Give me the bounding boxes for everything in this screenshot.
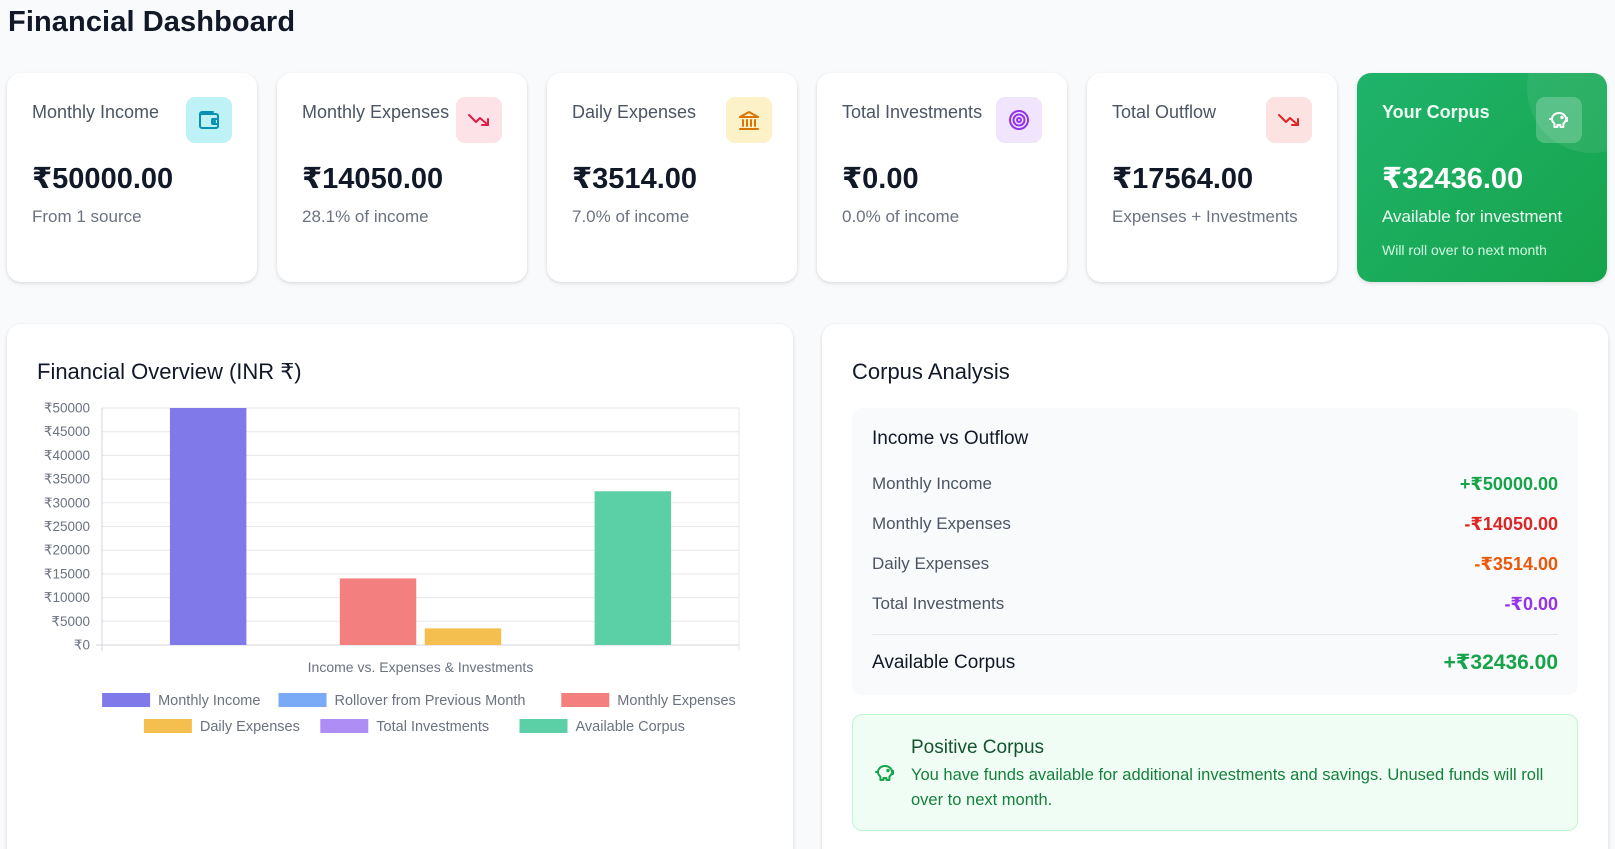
card-monthly-expenses: Monthly Expenses ₹14050.00 28.1% of inco…: [277, 73, 527, 282]
row-value: -₹0.00: [1504, 593, 1558, 614]
card-value: ₹50000.00: [32, 163, 174, 195]
breakdown-title: Income vs Outflow: [872, 428, 1029, 449]
financial-overview-chart: ₹0 ₹5000 ₹10000 ₹15000 ₹20000 ₹25000 ₹30000 ₹35…: [44, 401, 740, 735]
trending-down-icon: [1266, 97, 1312, 143]
notice-text: You have funds available for additional …: [911, 766, 1544, 809]
card-subtext: 7.0% of income: [572, 207, 690, 226]
row-label: Daily Expenses: [872, 554, 990, 573]
card-value: ₹3514.00: [572, 163, 698, 195]
legend-swatch: [519, 719, 568, 733]
panel-title: Financial Overview (INR ₹): [37, 359, 302, 384]
y-tick-label: ₹45000: [44, 424, 90, 439]
page-title: Financial Dashboard: [8, 6, 296, 38]
y-tick-label: ₹5000: [51, 614, 90, 629]
row-value: -₹14050.00: [1464, 513, 1558, 534]
card-label: Daily Expenses: [572, 102, 697, 122]
row-value: -₹3514.00: [1474, 553, 1558, 574]
bank-icon: [726, 97, 772, 143]
card-value: ₹17564.00: [1112, 163, 1254, 195]
card-label: Monthly Income: [32, 102, 160, 122]
y-tick-label: ₹0: [74, 638, 90, 653]
y-tick-label: ₹20000: [44, 543, 90, 558]
breakdown-row-monthly-income: Monthly Income +₹50000.00: [872, 464, 1558, 504]
card-label: Your Corpus: [1382, 102, 1490, 122]
card-daily-expenses: Daily Expenses ₹3514.00 7.0% of income: [547, 73, 797, 282]
legend-label: Monthly Income: [158, 693, 260, 709]
legend-label: Total Investments: [376, 719, 489, 735]
row-label: Total Investments: [872, 594, 1005, 613]
wallet-icon: [186, 97, 232, 143]
bar-available-corpus: [594, 491, 672, 645]
y-tick-label: ₹50000: [44, 401, 90, 416]
card-label: Monthly Expenses: [302, 102, 450, 122]
row-label: Available Corpus: [872, 651, 1016, 673]
legend-swatch: [320, 719, 369, 733]
trending-down-icon: [456, 97, 502, 143]
target-icon: [996, 97, 1042, 143]
bar-monthly-expenses: [339, 578, 417, 645]
x-axis-label: Income vs. Expenses & Investments: [308, 659, 534, 675]
panel-title: Corpus Analysis: [852, 359, 1010, 384]
card-total-investments: Total Investments ₹0.00 0.0% of income: [817, 73, 1067, 282]
corpus-analysis-panel: Corpus Analysis Income vs Outflow Monthl…: [822, 324, 1608, 849]
row-value: +₹32436.00: [1443, 651, 1558, 674]
legend-swatch: [278, 693, 327, 707]
financial-overview-panel: Financial Overview (INR ₹) ₹0 ₹5000 ₹10000…: [7, 324, 793, 849]
notice-title: Positive Corpus: [911, 737, 1045, 758]
bar-monthly-income: [169, 408, 247, 645]
y-tick-label: ₹15000: [44, 566, 90, 581]
card-value: ₹32436.00: [1382, 163, 1524, 195]
row-value: +₹50000.00: [1459, 473, 1558, 494]
y-tick-label: ₹10000: [44, 590, 90, 605]
row-label: Monthly Income: [872, 474, 992, 493]
piggy-bank-icon: [1536, 97, 1582, 143]
card-subtext: Expenses + Investments: [1112, 207, 1298, 226]
legend-swatch: [561, 693, 610, 707]
row-label: Monthly Expenses: [872, 514, 1011, 533]
legend-swatch: [102, 693, 151, 707]
y-tick-label: ₹30000: [44, 495, 90, 510]
y-tick-label: ₹40000: [44, 448, 90, 463]
card-note: Will roll over to next month: [1382, 242, 1547, 258]
breakdown-row-total-investments: Total Investments -₹0.00: [872, 584, 1558, 624]
income-outflow-breakdown: Income vs Outflow Monthly Income +₹50000…: [852, 408, 1578, 695]
card-value: ₹0.00: [842, 163, 919, 195]
breakdown-row-available-corpus: Available Corpus +₹32436.00: [872, 634, 1558, 690]
legend-label: Available Corpus: [576, 719, 685, 735]
y-tick-label: ₹25000: [44, 519, 90, 534]
summary-cards: Monthly Income ₹50000.00 From 1 source M…: [7, 73, 1607, 282]
card-your-corpus: Your Corpus ₹32436.00 Available for inve…: [1357, 73, 1607, 282]
card-subtext: 0.0% of income: [842, 207, 960, 226]
piggy-bank-icon: [873, 761, 897, 790]
bar-daily-expenses: [424, 628, 502, 645]
legend-swatch: [143, 719, 192, 733]
card-subtext: From 1 source: [32, 207, 142, 226]
card-value: ₹14050.00: [302, 163, 444, 195]
y-tick-label: ₹35000: [44, 472, 90, 487]
card-label: Total Investments: [842, 102, 983, 122]
legend-label: Monthly Expenses: [617, 693, 735, 709]
card-subtext: Available for investment: [1382, 207, 1563, 226]
positive-corpus-notice: Positive Corpus You have funds available…: [852, 714, 1578, 831]
card-label: Total Outflow: [1112, 102, 1217, 122]
card-monthly-income: Monthly Income ₹50000.00 From 1 source: [7, 73, 257, 282]
breakdown-row-daily-expenses: Daily Expenses -₹3514.00: [872, 544, 1558, 584]
legend-label: Rollover from Previous Month: [335, 693, 526, 709]
card-total-outflow: Total Outflow ₹17564.00 Expenses + Inves…: [1087, 73, 1337, 282]
breakdown-row-monthly-expenses: Monthly Expenses -₹14050.00: [872, 504, 1558, 544]
legend-label: Daily Expenses: [200, 719, 300, 735]
card-subtext: 28.1% of income: [302, 207, 429, 226]
